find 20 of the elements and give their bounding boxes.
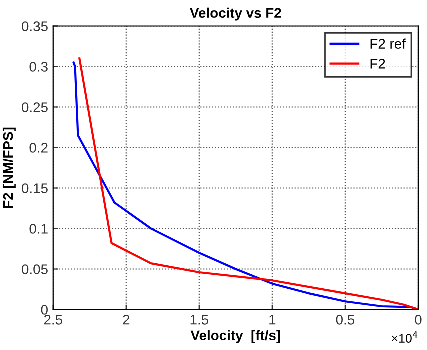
x-tick-label: 2.5 [44,314,62,325]
legend-label: F2 [370,59,386,69]
x-tick-label: 1 [270,315,276,325]
x-axis-title: Velocity [ft/s] [190,330,280,344]
y-tick-label: 0.15 [22,184,48,194]
y-tick-label: 0.2 [30,143,48,153]
chart-title: Velocity vs F2 [190,8,282,21]
y-tick-label: 0 [41,305,48,315]
x-tick-label: 0 [415,314,422,325]
legend-label: F2 ref [370,38,406,49]
y-tick-label: 0.25 [22,102,48,112]
y-tick-label: 0.05 [22,264,48,274]
x-tick-label: 2 [123,314,130,325]
y-tick-label: 0.35 [22,22,48,32]
x-tick-label: 1.5 [190,315,208,325]
y-tick-label: 0.3 [30,62,48,72]
y-axis-title: F2 [NM/FPS] [2,128,16,208]
y-tick-label: 0.1 [30,224,48,234]
x-tick-label: 0.5 [336,314,355,325]
text: ×10$^{4}$ [392,332,418,343]
